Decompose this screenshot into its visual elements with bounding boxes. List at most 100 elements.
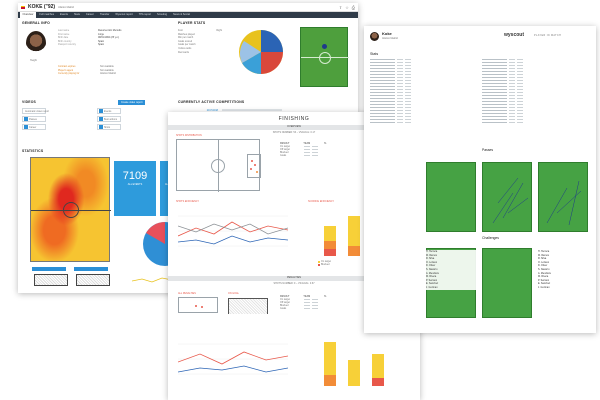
- stats-row: [482, 118, 586, 121]
- table-row: On target: [280, 298, 408, 301]
- tab-scouting[interactable]: Scouting: [157, 13, 168, 16]
- stats-row: [370, 88, 474, 91]
- stats-row-value: [405, 100, 411, 103]
- info-value: 08/01/1992 (25 y.o.): [98, 36, 120, 40]
- kpi-all-events-value: 7109: [122, 170, 148, 182]
- tab-full-matches[interactable]: Full matches: [39, 13, 55, 16]
- video-button-career[interactable]: Career: [22, 124, 46, 130]
- stats-row: [370, 73, 474, 76]
- video-button-best-actions[interactable]: Best actions: [97, 116, 121, 122]
- stats-row-value: [397, 121, 403, 124]
- stats-row-label: [482, 73, 507, 76]
- video-icon: [99, 109, 103, 113]
- table-row: Goals: [280, 154, 408, 157]
- stats-row-value: [509, 121, 515, 124]
- star-icon[interactable]: ☆: [345, 4, 349, 10]
- stats-row-label: [370, 106, 395, 109]
- stats-row: [482, 94, 586, 97]
- tab-tpa-report[interactable]: TPA report: [138, 13, 152, 16]
- stats-row-value: [405, 112, 411, 115]
- stats-row-value: [397, 103, 403, 106]
- heatmap-filter-button[interactable]: [74, 267, 108, 271]
- player-stats-title: PLAYER STATS: [178, 21, 206, 25]
- player-avatar: [370, 32, 379, 41]
- heatmap-mode-button[interactable]: [32, 267, 66, 271]
- stats-row-label: [370, 100, 395, 103]
- overview-band: OVERVIEW: [168, 125, 420, 130]
- tab-stats[interactable]: Stats: [73, 13, 80, 16]
- stats-row-value: [397, 79, 403, 82]
- contract-label: Player's agent: [58, 68, 74, 72]
- stats-row-label: [370, 115, 395, 118]
- player-row: M. Ramos: [426, 253, 476, 258]
- goal-zones-2: [76, 274, 110, 286]
- stats-row: [370, 121, 474, 124]
- stats-row-value: [509, 103, 515, 106]
- stats-row-value: [405, 121, 411, 124]
- table-cell: [312, 298, 318, 301]
- stat-label: Foot: [178, 29, 183, 32]
- contract-row: Contract expires Not available: [58, 65, 168, 69]
- position-pitch: [300, 27, 349, 87]
- contract-value: Atlético Madrid: [100, 72, 116, 76]
- video-button-shots[interactable]: Shots: [97, 124, 121, 130]
- player-row: A. Mendoza: [538, 271, 588, 276]
- table-header-cell: %: [324, 142, 327, 145]
- stats-row-label: [482, 112, 507, 115]
- legend-swatch: [318, 263, 320, 266]
- stats-row-value: [405, 85, 411, 88]
- player-row: P. Serrano: [538, 278, 588, 283]
- tab-career[interactable]: Career: [85, 13, 94, 16]
- tab-transfer[interactable]: Transfer: [99, 13, 110, 16]
- stats-row-label: [370, 82, 395, 85]
- table-row: Blocked: [280, 151, 408, 154]
- table-row-label: Off target: [280, 148, 290, 151]
- penalties-subtitle: SHOTS NUMBER: 9 – VS/GOAL: 0.67: [273, 282, 315, 285]
- stats-row: [482, 58, 586, 61]
- penalties-band: PENALTIES: [168, 276, 420, 281]
- stats-row: [370, 112, 474, 115]
- tab-overview[interactable]: Overview: [20, 12, 36, 18]
- stats-row-value: [397, 94, 403, 97]
- tab-bar: Overview Full matches Events Stats Career Tra…: [18, 12, 358, 18]
- player-row: P. Serrano: [426, 278, 476, 283]
- table-header-cell: %: [324, 295, 327, 298]
- stats-row: [482, 115, 586, 118]
- stats-row-value: [517, 109, 523, 112]
- team-label: Atlético Madrid: [58, 5, 74, 9]
- share-icon[interactable]: ⇪: [338, 4, 343, 10]
- stats-row-value: [509, 97, 515, 100]
- stats-row-value: [405, 82, 411, 85]
- stats-row-value: [405, 109, 411, 112]
- stats-row: [482, 91, 586, 94]
- stats-row: [370, 97, 474, 100]
- print-icon[interactable]: ⎙: [351, 4, 355, 10]
- tab-wyscout-report[interactable]: Wyscout report: [115, 13, 133, 16]
- stats-row-value: [517, 64, 523, 67]
- stat-label: Matches played: [178, 32, 195, 36]
- stats-row-value: [509, 79, 515, 82]
- competition-season: 2017/2018: [206, 108, 218, 112]
- video-button-events[interactable]: Events: [97, 108, 121, 114]
- tab-events[interactable]: Events: [60, 13, 68, 16]
- legend-label: On target: [321, 260, 331, 263]
- table-cell: [304, 154, 310, 157]
- stats-row-value: [405, 94, 411, 97]
- table-header-cell: TEAM: [303, 142, 311, 145]
- kpi-all-events-label: ALL EVENTS: [127, 183, 143, 186]
- stats-row: [482, 73, 586, 76]
- player-row: E. Sanchez: [426, 282, 476, 286]
- tab-news-social[interactable]: News & Social: [173, 13, 190, 16]
- stats-row-value: [397, 88, 403, 91]
- stats-row-value: [517, 112, 523, 115]
- stats-row-value: [509, 73, 515, 76]
- stats-row-label: [370, 112, 395, 115]
- stats-row: [370, 67, 474, 70]
- stats-row: [482, 88, 586, 91]
- brand-logo: wyscout: [504, 32, 525, 38]
- video-button-passes[interactable]: Passes: [22, 116, 46, 122]
- stats-row-value: [405, 91, 411, 94]
- create-video-report-button[interactable]: Create video report: [118, 100, 146, 105]
- table-cell: [304, 151, 310, 154]
- video-button-automatic-video-report[interactable]: Automatic video report: [22, 108, 49, 114]
